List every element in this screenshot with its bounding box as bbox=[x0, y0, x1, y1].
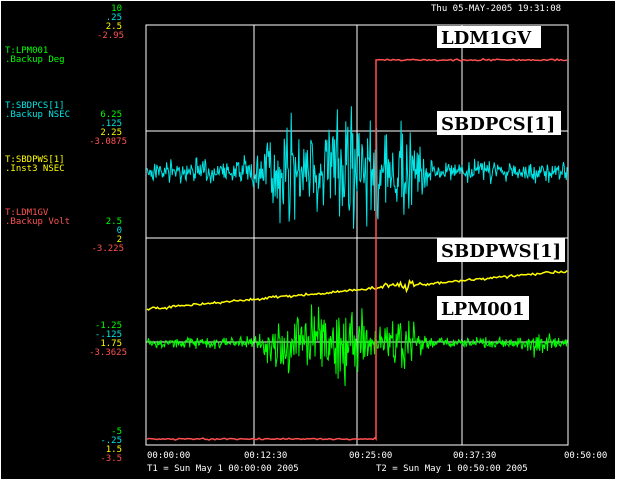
svg-text:SBDPCS[1]: SBDPCS[1] bbox=[441, 114, 555, 135]
svg-text:T:LPM001: T:LPM001 bbox=[5, 46, 48, 56]
label-sbdpws: SBDPWS[1] bbox=[437, 238, 565, 262]
svg-text:.Backup Deg: .Backup Deg bbox=[5, 55, 65, 65]
svg-text:6.25: 6.25 bbox=[100, 110, 122, 120]
legend-sbdpcs[interactable]: T:SBDPCS[1] .Backup NSEC bbox=[5, 101, 70, 120]
svg-text:1.75: 1.75 bbox=[100, 339, 122, 349]
svg-text:T:LDM1GV: T:LDM1GV bbox=[5, 208, 49, 218]
trace-lpm001 bbox=[146, 304, 568, 387]
svg-text:-3.3625: -3.3625 bbox=[89, 348, 127, 358]
label-lpm001: LPM001 bbox=[437, 296, 529, 320]
t1-label: T1 = Sun May 1 00:00:00 2005 bbox=[147, 464, 299, 474]
svg-text:2.5: 2.5 bbox=[106, 22, 122, 32]
svg-text:0: 0 bbox=[117, 226, 122, 236]
svg-text:2.25: 2.25 bbox=[100, 128, 122, 138]
svg-text:10: 10 bbox=[111, 4, 122, 14]
scale-top: 10 .25 2.5 -2.95 bbox=[97, 4, 124, 41]
scale-green: -1.25 -.125 1.75 -3.3625 bbox=[89, 321, 127, 358]
scale-bottom: -5 -.25 1.5 -3.5 bbox=[100, 427, 122, 464]
label-sbdpcs: SBDPCS[1] bbox=[437, 111, 561, 135]
plot-grid bbox=[145, 24, 569, 446]
x-tick: 00:37:30 bbox=[453, 451, 496, 461]
x-tick: 00:25:00 bbox=[349, 451, 392, 461]
trace-sbdpcs bbox=[146, 106, 568, 229]
legend-ldm1gv[interactable]: T:LDM1GV .Backup Volt bbox=[5, 208, 70, 227]
header-datetime: Thu 05-MAY-2005 19:31:08 bbox=[431, 4, 561, 14]
legend-lpm001[interactable]: T:LPM001 .Backup Deg bbox=[5, 46, 65, 65]
trace-ldm1gv bbox=[146, 57, 568, 441]
svg-text:.25: .25 bbox=[106, 13, 122, 23]
trace-sbdpws bbox=[146, 270, 568, 311]
svg-text:SBDPWS[1]: SBDPWS[1] bbox=[441, 241, 561, 262]
x-tick: 00:00:00 bbox=[147, 451, 190, 461]
t2-label: T2 = Sun May 1 00:50:00 2005 bbox=[376, 464, 528, 474]
svg-text:-1.25: -1.25 bbox=[95, 321, 122, 331]
svg-text:-3.0875: -3.0875 bbox=[89, 137, 127, 147]
svg-text:1.5: 1.5 bbox=[106, 445, 122, 455]
label-ldm1gv: LDM1GV bbox=[437, 26, 541, 49]
svg-text:LDM1GV: LDM1GV bbox=[441, 28, 532, 49]
svg-text:.125: .125 bbox=[100, 119, 122, 129]
svg-text:-3.225: -3.225 bbox=[91, 244, 124, 254]
svg-text:2.5: 2.5 bbox=[106, 217, 122, 227]
x-axis-ticks: 00:00:00 00:12:30 00:25:00 00:37:30 00:5… bbox=[147, 451, 607, 461]
svg-text:LPM001: LPM001 bbox=[441, 299, 525, 320]
svg-text:.Backup Volt: .Backup Volt bbox=[5, 217, 70, 227]
trend-display: Thu 05-MAY-2005 19:31:08 LDM1GV SBDPCS[1… bbox=[1, 1, 615, 479]
scale-yellow: 2.5 0 2 -3.225 bbox=[91, 217, 124, 254]
svg-text:2: 2 bbox=[117, 235, 122, 245]
svg-text:-2.95: -2.95 bbox=[97, 31, 124, 41]
svg-text:T:SBDPCS[1]: T:SBDPCS[1] bbox=[5, 101, 65, 111]
x-tick: 00:50:00 bbox=[564, 451, 607, 461]
svg-text:-5: -5 bbox=[111, 427, 122, 437]
svg-text:-3.5: -3.5 bbox=[100, 454, 122, 464]
svg-text:.Backup NSEC: .Backup NSEC bbox=[5, 110, 70, 120]
x-tick: 00:12:30 bbox=[244, 451, 287, 461]
svg-text:T:SBDPWS[1]: T:SBDPWS[1] bbox=[5, 155, 65, 165]
svg-text:.Inst3 NSEC: .Inst3 NSEC bbox=[5, 164, 65, 174]
legend-sbdpws[interactable]: T:SBDPWS[1] .Inst3 NSEC bbox=[5, 155, 65, 174]
svg-text:-.25: -.25 bbox=[100, 436, 122, 446]
scale-cyan: 6.25 .125 2.25 -3.0875 bbox=[89, 110, 127, 147]
svg-text:-.125: -.125 bbox=[95, 330, 122, 340]
